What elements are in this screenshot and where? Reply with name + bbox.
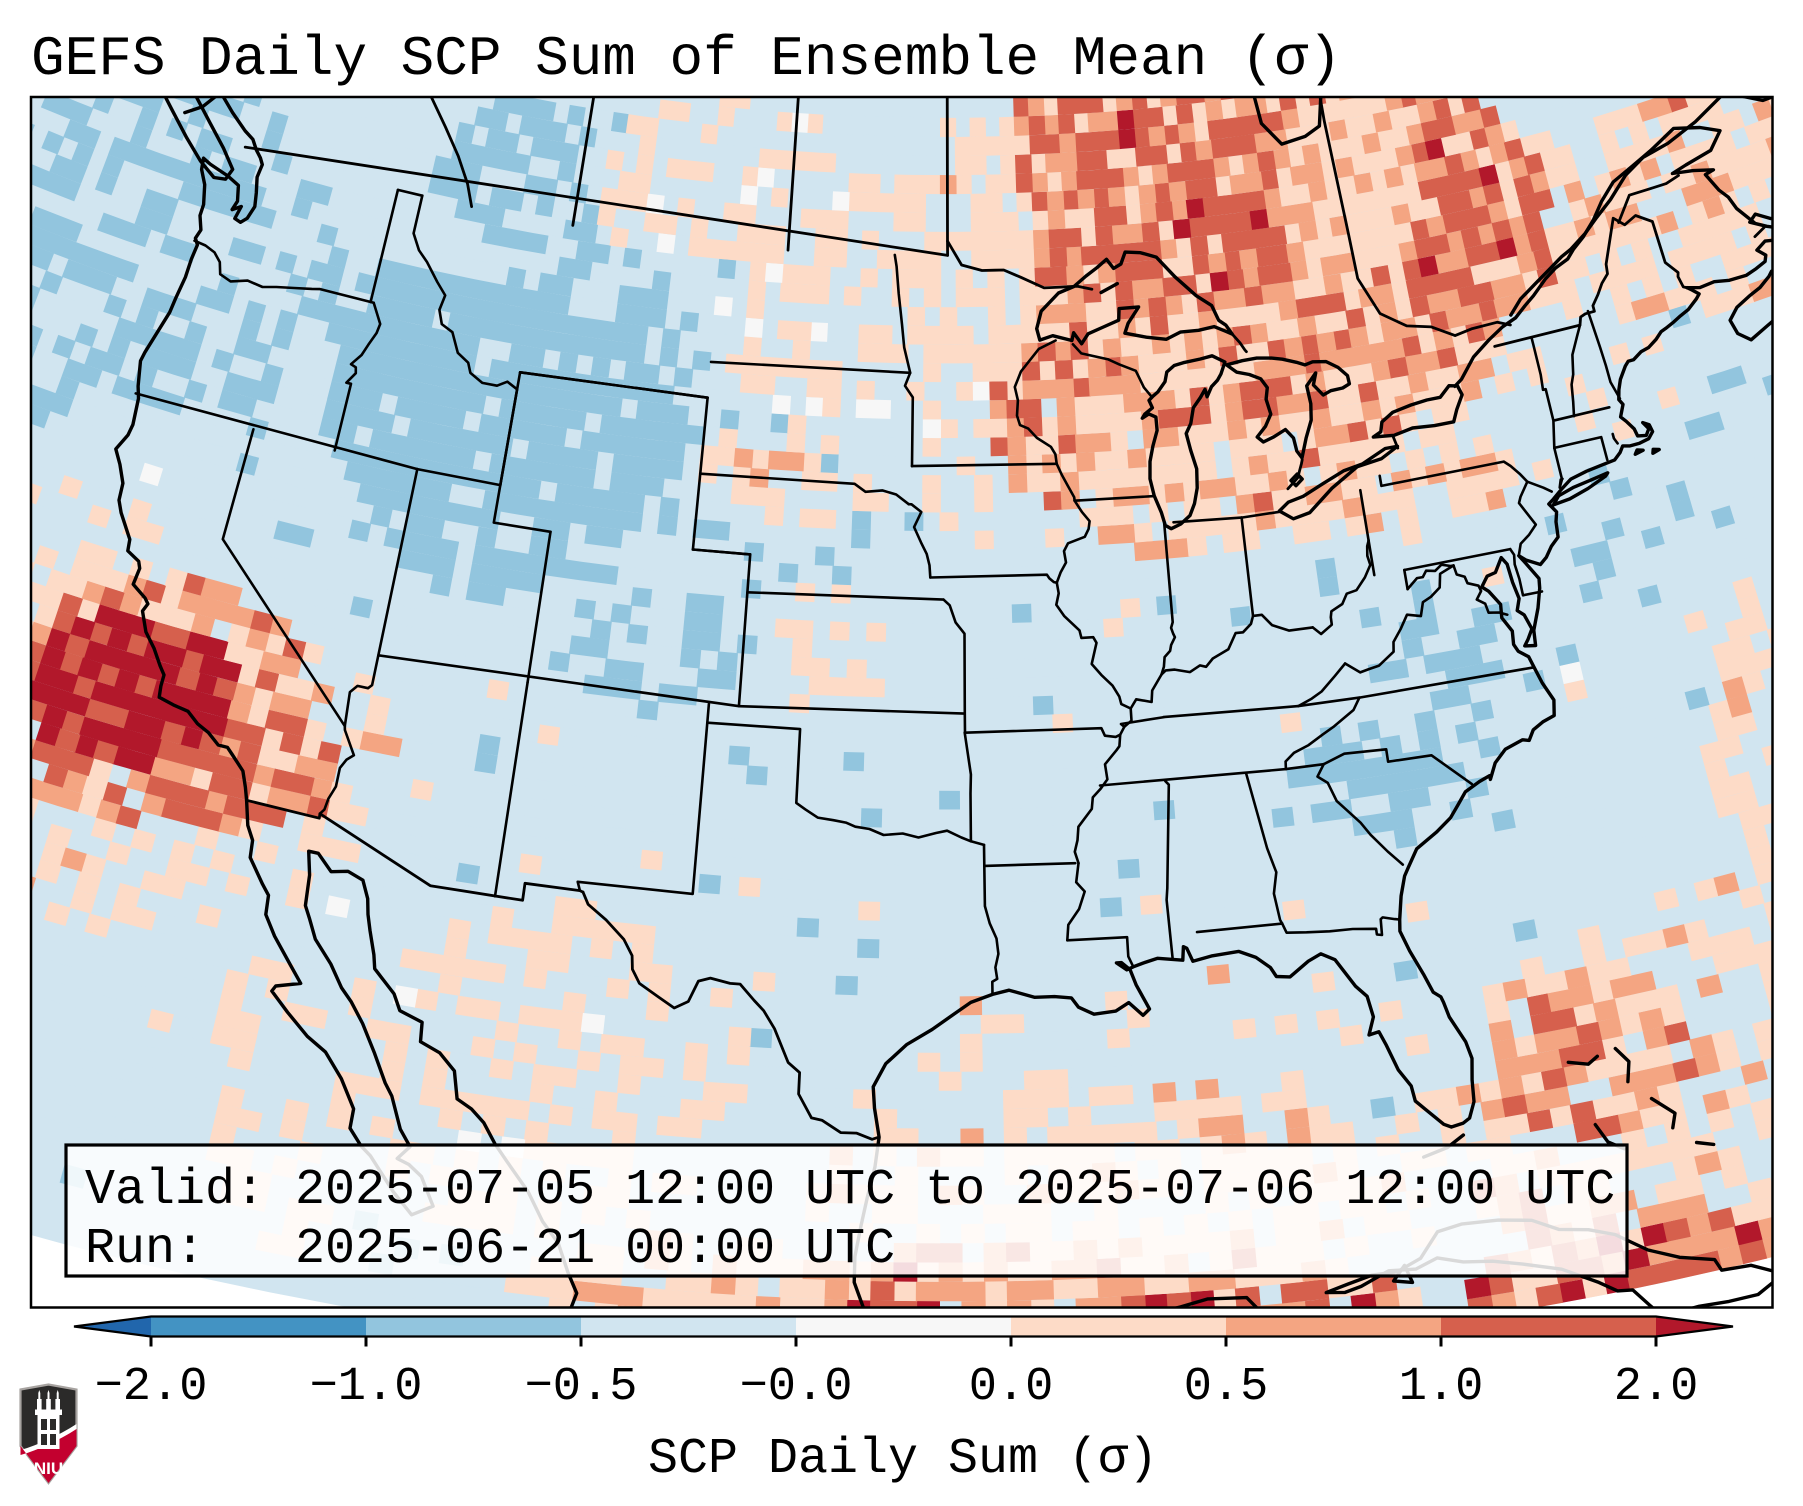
svg-text:NIU: NIU xyxy=(34,1459,63,1478)
svg-text:Valid: 2025-07-05 12:00 UTC to: Valid: 2025-07-05 12:00 UTC to 2025-07-0… xyxy=(85,1162,1615,1219)
svg-text:−1.0: −1.0 xyxy=(310,1361,423,1414)
svg-text:GEFS Daily SCP Sum of Ensemble: GEFS Daily SCP Sum of Ensemble Mean (σ) xyxy=(31,27,1342,91)
svg-text:−2.0: −2.0 xyxy=(95,1361,208,1414)
svg-text:−0.5: −0.5 xyxy=(525,1361,638,1414)
svg-text:0.0: 0.0 xyxy=(969,1361,1054,1414)
svg-text:Run: 2025-06-21 00:00 UTC: Run: 2025-06-21 00:00 UTC xyxy=(85,1221,895,1278)
svg-text:1.0: 1.0 xyxy=(1399,1361,1484,1414)
svg-text:2.0: 2.0 xyxy=(1614,1361,1699,1414)
svg-text:0.5: 0.5 xyxy=(1184,1361,1269,1414)
svg-text:SCP Daily Sum (σ): SCP Daily Sum (σ) xyxy=(648,1431,1158,1488)
svg-text:−0.0: −0.0 xyxy=(740,1361,853,1414)
